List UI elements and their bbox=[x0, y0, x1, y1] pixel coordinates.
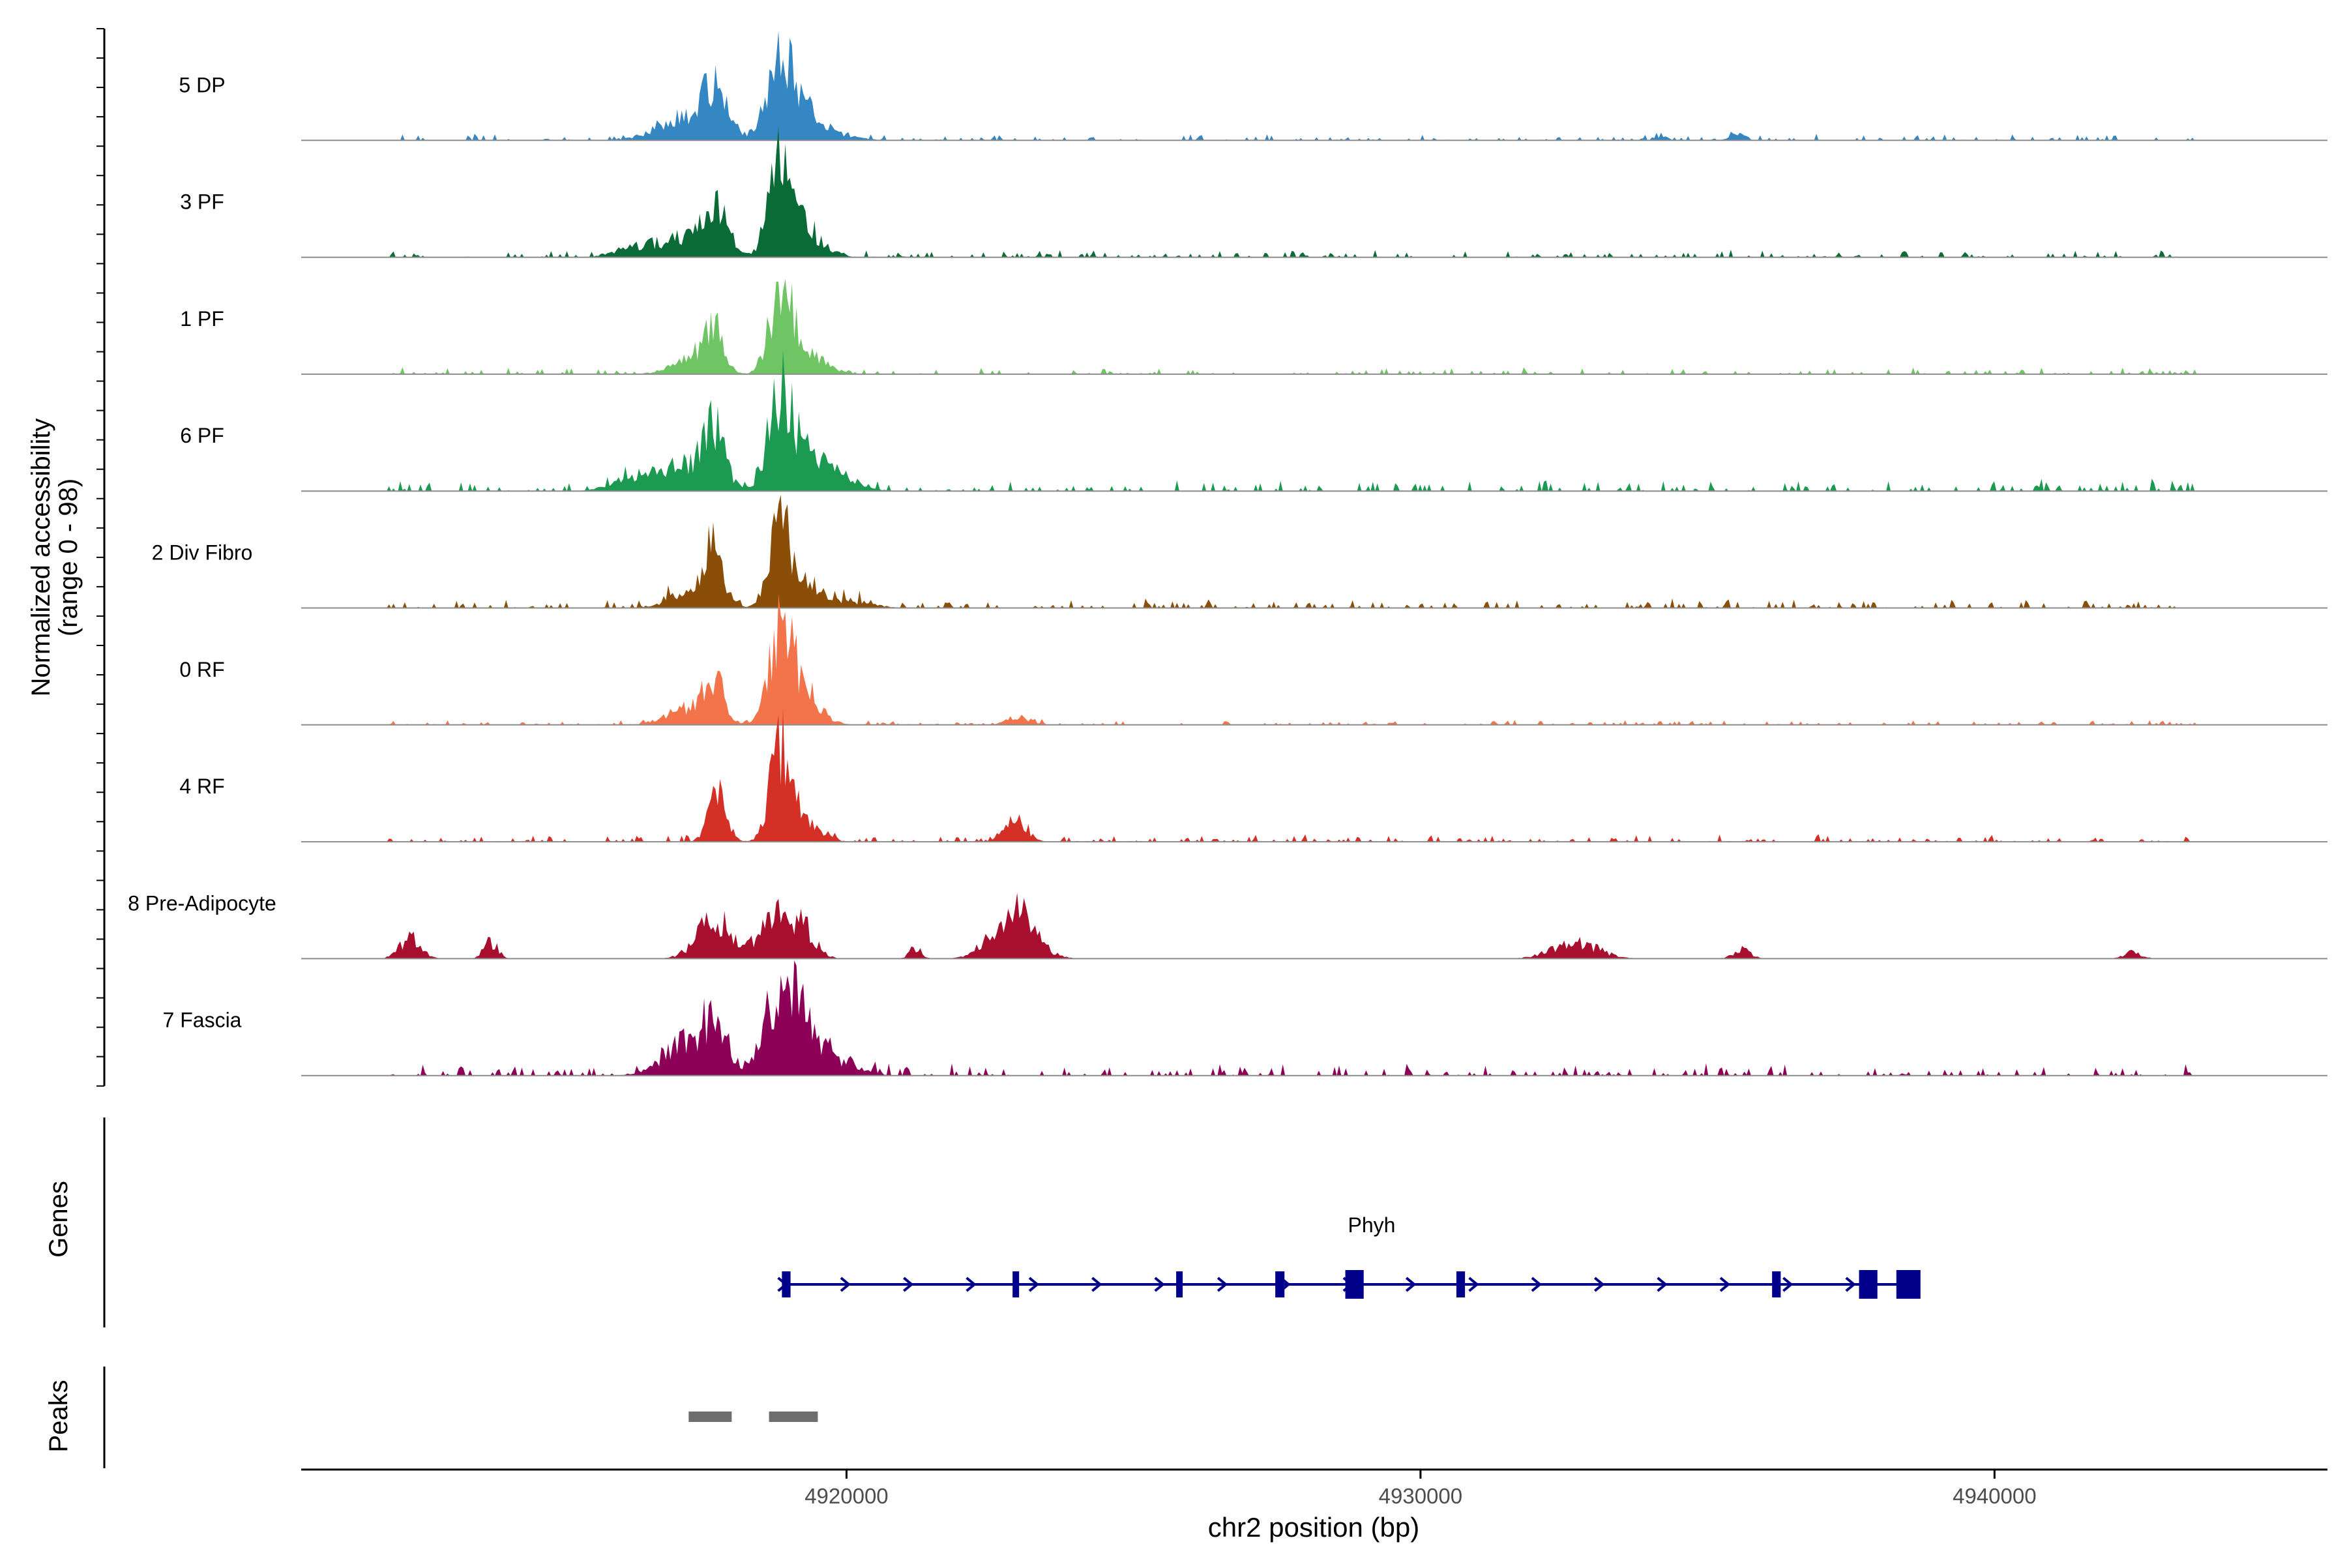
coverage-area-5-dp bbox=[301, 31, 2327, 141]
gene-exon bbox=[1176, 1271, 1183, 1297]
coverage-area-8-pre-adipocyte bbox=[301, 893, 2327, 959]
gene-exon bbox=[1896, 1270, 1921, 1299]
x-tick-label: 4920000 bbox=[804, 1484, 888, 1508]
strand-chevron bbox=[1091, 1277, 1102, 1292]
gene-exon bbox=[1456, 1271, 1466, 1297]
track-label-1-pf: 1 PF bbox=[180, 307, 224, 331]
strand-chevron bbox=[966, 1277, 977, 1292]
x-tick-label: 4930000 bbox=[1379, 1484, 1462, 1508]
strand-chevron bbox=[903, 1277, 914, 1292]
track-2-div-fibro: 2 Div Fibro bbox=[152, 494, 2327, 609]
peaks-label: Peaks bbox=[44, 1380, 73, 1452]
genes-label: Genes bbox=[44, 1181, 73, 1258]
gene-exon bbox=[782, 1271, 791, 1297]
track-8-pre-adipocyte: 8 Pre-Adipocyte bbox=[128, 891, 2327, 960]
coverage-area-4-rf bbox=[301, 707, 2327, 842]
gene-exon bbox=[1012, 1271, 1020, 1297]
track-0-rf: 0 RF bbox=[179, 593, 2327, 726]
track-label-6-pf: 6 PF bbox=[180, 424, 224, 447]
coverage-area-7-fascia bbox=[301, 960, 2327, 1076]
strand-chevron bbox=[1028, 1277, 1040, 1292]
strand-chevron bbox=[1719, 1277, 1731, 1292]
gene-exon bbox=[1772, 1271, 1781, 1297]
track-6-pf: 6 PF bbox=[180, 350, 2327, 492]
track-label-5-dp: 5 DP bbox=[179, 73, 225, 96]
gene-track bbox=[777, 1270, 1921, 1299]
track-7-fascia: 7 Fascia bbox=[163, 960, 2327, 1076]
track-1-pf: 1 PF bbox=[180, 278, 2327, 375]
y-axis-label-line1: Normalized accessibility bbox=[27, 419, 55, 697]
peak-track bbox=[688, 1412, 818, 1422]
strand-chevron bbox=[840, 1277, 851, 1292]
track-label-4-rf: 4 RF bbox=[179, 775, 224, 798]
x-axis-label: chr2 position (bp) bbox=[1208, 1512, 1420, 1543]
strand-chevron bbox=[1468, 1277, 1479, 1292]
track-label-0-rf: 0 RF bbox=[179, 658, 224, 681]
axes: 4920000 4930000 4940000 bbox=[96, 28, 2327, 1508]
track-4-rf: 4 RF bbox=[179, 707, 2327, 843]
strand-chevron bbox=[1593, 1277, 1605, 1292]
coverage-area-3-pf bbox=[301, 126, 2327, 258]
peak-region bbox=[688, 1412, 732, 1422]
strand-chevron bbox=[1405, 1277, 1417, 1292]
coverage-area-2-div-fibro bbox=[301, 494, 2327, 608]
peak-region bbox=[769, 1412, 818, 1422]
coverage-tracks: 5 DP 3 PF 1 PF 6 PF 2 Div Fibro 0 RF 4 RF 8 Pre… bbox=[128, 31, 2327, 1076]
strand-chevron bbox=[1217, 1277, 1228, 1292]
y-axis-label-line2: (range 0 - 98) bbox=[54, 479, 83, 636]
track-label-2-div-fibro: 2 Div Fibro bbox=[152, 541, 253, 565]
coverage-area-1-pf bbox=[301, 278, 2327, 374]
coverage-area-0-rf bbox=[301, 593, 2327, 725]
strand-chevron bbox=[1782, 1277, 1793, 1292]
track-5-dp: 5 DP bbox=[179, 31, 2327, 141]
gene-exon bbox=[1345, 1270, 1364, 1299]
track-label-8-pre-adipocyte: 8 Pre-Adipocyte bbox=[128, 891, 276, 915]
track-label-3-pf: 3 PF bbox=[180, 190, 224, 214]
track-label-7-fascia: 7 Fascia bbox=[163, 1009, 242, 1032]
x-tick-label: 4940000 bbox=[1953, 1484, 2036, 1508]
coverage-area-6-pf bbox=[301, 350, 2327, 492]
gene-exon bbox=[1275, 1271, 1285, 1297]
strand-chevron bbox=[1154, 1277, 1165, 1292]
strand-chevron bbox=[1845, 1277, 1856, 1292]
gene-name-label: Phyh bbox=[1348, 1213, 1396, 1237]
strand-chevron bbox=[1657, 1277, 1668, 1292]
track-3-pf: 3 PF bbox=[180, 126, 2327, 258]
gene-exon bbox=[1859, 1270, 1878, 1299]
strand-chevron bbox=[1531, 1277, 1543, 1292]
